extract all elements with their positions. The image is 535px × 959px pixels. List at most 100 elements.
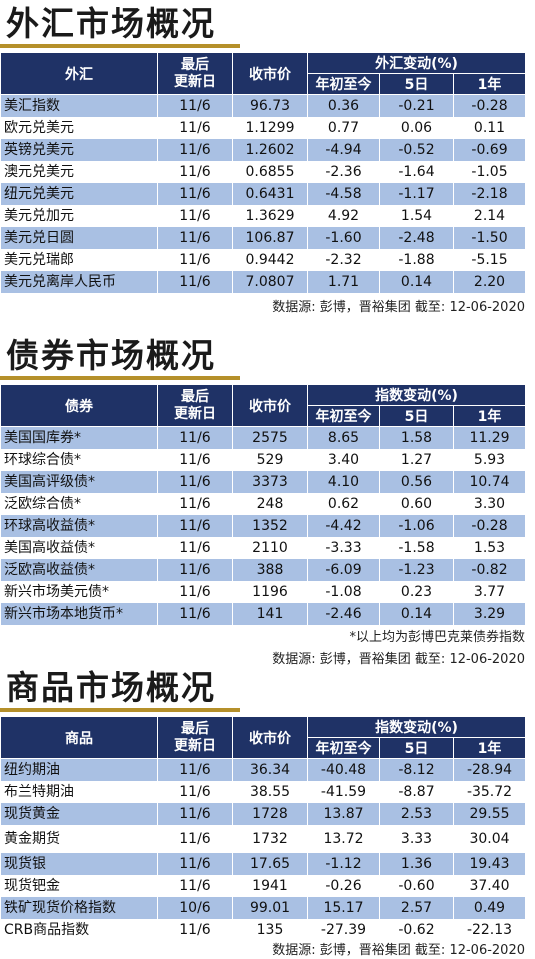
cell-close: 3373 xyxy=(232,471,308,493)
cell-name: 美汇指数 xyxy=(0,94,158,117)
table-row: 新兴市场美元债* 11/6 1196 -1.08 0.23 3.77 xyxy=(0,581,527,603)
cell-1y: 2.20 xyxy=(452,271,527,293)
cell-close: 529 xyxy=(232,449,308,471)
cell-date: 11/6 xyxy=(157,426,233,449)
cell-ytd: -40.48 xyxy=(307,758,380,781)
table-row: 布兰特期油 11/6 38.55 -41.59 -8.87 -35.72 xyxy=(0,781,527,803)
cell-close: 248 xyxy=(232,493,308,515)
cell-ytd: -4.42 xyxy=(307,515,380,537)
cell-name: 黄金期货 xyxy=(0,825,158,853)
cell-close: 1732 xyxy=(232,825,308,853)
cell-5d: 0.14 xyxy=(379,271,454,293)
cell-ytd: -1.12 xyxy=(307,853,380,875)
commodity-section: 商品市场概况 商品 最后 更新日 收市价 指数变动(%) 年初至今 5日 1年 … xyxy=(0,664,535,959)
cell-1y: 29.55 xyxy=(452,803,527,825)
bond-header-change-group: 指数变动(%) xyxy=(306,384,527,406)
cell-date: 11/6 xyxy=(157,471,233,493)
bond-source: 数据源: 彭博，晋裕集团 截至: 12-06-2020 xyxy=(272,652,525,667)
cell-ytd: 0.36 xyxy=(307,94,380,117)
table-row: 美国高评级债* 11/6 3373 4.10 0.56 10.74 xyxy=(0,471,527,493)
cell-name: 泛欧综合债* xyxy=(0,493,158,515)
cell-close: 1728 xyxy=(232,803,308,825)
table-row: 泛欧高收益债* 11/6 388 -6.09 -1.23 -0.82 xyxy=(0,559,527,581)
table-row: 美汇指数 11/6 96.73 0.36 -0.21 -0.28 xyxy=(0,94,527,117)
cell-close: 38.55 xyxy=(232,781,308,803)
cell-name: 美国高收益债* xyxy=(0,537,158,559)
cell-5d: -1.06 xyxy=(379,515,454,537)
cell-date: 11/6 xyxy=(157,271,233,293)
cell-ytd: 0.77 xyxy=(307,117,380,139)
cell-ytd: -27.39 xyxy=(307,919,380,941)
table-row: 现货银 11/6 17.65 -1.12 1.36 19.43 xyxy=(0,853,527,875)
cell-date: 11/6 xyxy=(157,515,233,537)
fx-header-ytd: 年初至今 xyxy=(307,73,380,95)
table-row: 铁矿现货价格指数 10/6 99.01 15.17 2.57 0.49 xyxy=(0,897,527,919)
cell-ytd: 4.92 xyxy=(307,205,380,227)
commodity-header-change-group: 指数变动(%) xyxy=(306,716,527,738)
cell-5d: -2.48 xyxy=(379,227,454,249)
cell-1y: 19.43 xyxy=(452,853,527,875)
fx-header-change-group: 外汇变动(%) xyxy=(306,52,527,74)
cell-5d: -0.62 xyxy=(379,919,454,941)
table-row: 现货黄金 11/6 1728 13.87 2.53 29.55 xyxy=(0,803,527,825)
commodity-header-close: 收市价 xyxy=(232,716,308,759)
cell-name: 泛欧高收益债* xyxy=(0,559,158,581)
cell-name: 铁矿现货价格指数 xyxy=(0,897,158,919)
table-row: 泛欧综合债* 11/6 248 0.62 0.60 3.30 xyxy=(0,493,527,515)
cell-date: 11/6 xyxy=(157,249,233,271)
cell-ytd: -6.09 xyxy=(307,559,380,581)
cell-ytd: -1.60 xyxy=(307,227,380,249)
bond-header-date: 最后 更新日 xyxy=(157,384,233,427)
cell-1y: -0.28 xyxy=(452,515,527,537)
cell-5d: -0.60 xyxy=(379,875,454,897)
cell-date: 11/6 xyxy=(157,919,233,941)
cell-close: 2575 xyxy=(232,426,308,449)
cell-date: 11/6 xyxy=(157,781,233,803)
cell-date: 11/6 xyxy=(157,139,233,161)
cell-ytd: -0.26 xyxy=(307,875,380,897)
cell-name: 纽元兑美元 xyxy=(0,183,158,205)
cell-5d: -1.88 xyxy=(379,249,454,271)
cell-close: 36.34 xyxy=(232,758,308,781)
cell-ytd: 8.65 xyxy=(307,426,380,449)
cell-name: 澳元兑美元 xyxy=(0,161,158,183)
cell-date: 11/6 xyxy=(157,449,233,471)
cell-date: 11/6 xyxy=(157,853,233,875)
cell-date: 11/6 xyxy=(157,94,233,117)
cell-5d: 0.06 xyxy=(379,117,454,139)
cell-1y: 0.11 xyxy=(452,117,527,139)
bond-header-5d: 5日 xyxy=(379,405,454,427)
cell-name: 环球综合债* xyxy=(0,449,158,471)
cell-ytd: 13.87 xyxy=(307,803,380,825)
cell-date: 11/6 xyxy=(157,559,233,581)
cell-name: 新兴市场本地货币* xyxy=(0,603,158,625)
cell-name: 现货钯金 xyxy=(0,875,158,897)
cell-5d: 1.27 xyxy=(379,449,454,471)
table-row: 美元兑日圆 11/6 106.87 -1.60 -2.48 -1.50 xyxy=(0,227,527,249)
commodity-header-1y: 1年 xyxy=(452,737,527,759)
cell-name: 美元兑瑞郎 xyxy=(0,249,158,271)
cell-1y: 3.29 xyxy=(452,603,527,625)
cell-date: 11/6 xyxy=(157,205,233,227)
cell-5d: 2.53 xyxy=(379,803,454,825)
cell-ytd: 0.62 xyxy=(307,493,380,515)
cell-ytd: -4.94 xyxy=(307,139,380,161)
cell-5d: 0.56 xyxy=(379,471,454,493)
cell-close: 1352 xyxy=(232,515,308,537)
cell-1y: -35.72 xyxy=(452,781,527,803)
cell-close: 1.3629 xyxy=(232,205,308,227)
cell-1y: -1.05 xyxy=(452,161,527,183)
fx-section: 外汇市场概况 外汇 最后 更新日 收市价 外汇变动(%) 年初至今 5日 1年 … xyxy=(0,0,535,320)
cell-1y: 37.40 xyxy=(452,875,527,897)
cell-1y: 3.77 xyxy=(452,581,527,603)
cell-5d: -8.87 xyxy=(379,781,454,803)
cell-close: 7.0807 xyxy=(232,271,308,293)
cell-ytd: 3.40 xyxy=(307,449,380,471)
cell-5d: 0.23 xyxy=(379,581,454,603)
cell-close: 0.6431 xyxy=(232,183,308,205)
cell-1y: -0.82 xyxy=(452,559,527,581)
table-row: 纽元兑美元 11/6 0.6431 -4.58 -1.17 -2.18 xyxy=(0,183,527,205)
table-row: 欧元兑美元 11/6 1.1299 0.77 0.06 0.11 xyxy=(0,117,527,139)
cell-date: 11/6 xyxy=(157,825,233,853)
cell-close: 1196 xyxy=(232,581,308,603)
